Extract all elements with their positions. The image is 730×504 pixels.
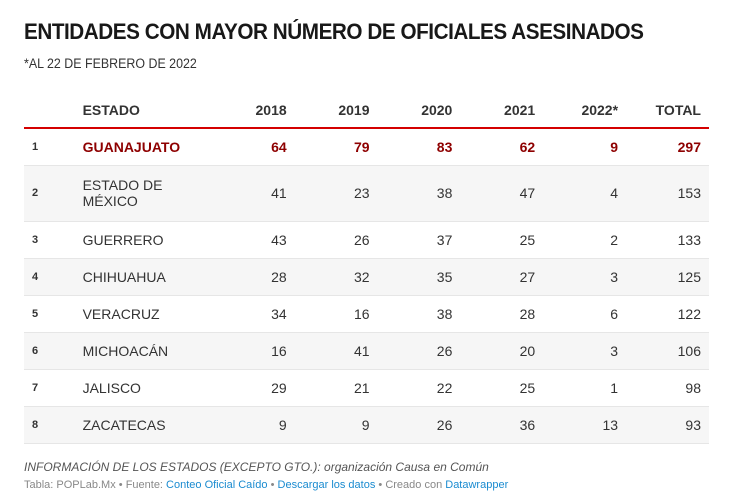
cell-y2022: 3: [535, 258, 619, 296]
cell-y2021: 25: [452, 369, 536, 407]
source-link[interactable]: Conteo Oficial Caído: [166, 479, 268, 491]
footer-source-label: Fuente:: [125, 479, 167, 491]
data-table: ESTADO 2018 2019 2020 2021 2022* TOTAL 1…: [24, 92, 709, 444]
cell-estado: GUANAJUATO: [82, 128, 204, 166]
cell-total: 122: [618, 295, 709, 333]
cell-estado: CHIHUAHUA: [82, 258, 204, 296]
table-row: 3 GUERRERO 43 26 37 25 2 133: [24, 221, 709, 259]
chart-subtitle: *AL 22 DE FEBRERO DE 2022: [24, 56, 197, 71]
cell-y2019: 79: [286, 128, 370, 166]
cell-y2021: 47: [452, 165, 536, 222]
cell-estado: GUERRERO: [82, 221, 204, 259]
datawrapper-link[interactable]: Datawrapper: [445, 479, 509, 491]
cell-y2020: 38: [369, 295, 453, 333]
cell-y2018: 16: [203, 332, 287, 370]
column-header-2021[interactable]: 2021: [452, 92, 536, 129]
cell-y2021: 36: [452, 406, 536, 444]
footer-separator: •: [375, 479, 386, 491]
column-header-rank[interactable]: [24, 92, 83, 129]
cell-y2022: 13: [535, 406, 619, 444]
cell-y2021: 20: [452, 332, 536, 370]
table-row: 4 CHIHUAHUA 28 32 35 27 3 125: [24, 258, 709, 296]
cell-y2022: 9: [535, 128, 619, 166]
cell-y2021: 25: [452, 221, 536, 259]
cell-y2022: 4: [535, 165, 619, 222]
cell-estado: MICHOACÁN: [82, 332, 204, 370]
cell-y2020: 26: [369, 406, 453, 444]
footer-created-label: Creado con: [385, 479, 446, 491]
cell-rank: 3: [24, 221, 83, 259]
cell-total: 133: [618, 221, 709, 259]
cell-estado: VERACRUZ: [82, 295, 204, 333]
chart-title: ENTIDADES CON MAYOR NÚMERO DE OFICIALES …: [24, 19, 644, 44]
cell-rank: 8: [24, 406, 83, 444]
cell-y2020: 22: [369, 369, 453, 407]
footer-separator: •: [267, 479, 278, 491]
header-row: ESTADO 2018 2019 2020 2021 2022* TOTAL: [24, 92, 709, 129]
cell-y2019: 23: [286, 165, 370, 222]
footer-separator: •: [115, 479, 126, 491]
cell-y2022: 2: [535, 221, 619, 259]
table-row: 1 GUANAJUATO 64 79 83 62 9 297: [24, 128, 709, 166]
table-row: 6 MICHOACÁN 16 41 26 20 3 106: [24, 332, 709, 370]
cell-y2019: 32: [286, 258, 370, 296]
cell-y2020: 37: [369, 221, 453, 259]
cell-y2020: 35: [369, 258, 453, 296]
cell-total: 125: [618, 258, 709, 296]
cell-total: 93: [618, 406, 709, 444]
cell-y2018: 34: [203, 295, 287, 333]
cell-y2019: 26: [286, 221, 370, 259]
cell-y2020: 83: [369, 128, 453, 166]
cell-rank: 6: [24, 332, 83, 370]
cell-y2018: 64: [203, 128, 287, 166]
column-header-2018[interactable]: 2018: [203, 92, 287, 129]
cell-y2019: 21: [286, 369, 370, 407]
footer-table-credit: Tabla: POPLab.Mx: [24, 479, 116, 491]
cell-y2020: 26: [369, 332, 453, 370]
column-header-2019[interactable]: 2019: [286, 92, 370, 129]
cell-total: 106: [618, 332, 709, 370]
cell-y2022: 1: [535, 369, 619, 407]
cell-y2020: 38: [369, 165, 453, 222]
column-header-total[interactable]: TOTAL: [618, 92, 709, 129]
notes: INFORMACIÓN DE LOS ESTADOS (EXCEPTO GTO.…: [24, 460, 489, 474]
cell-y2019: 16: [286, 295, 370, 333]
column-header-2020[interactable]: 2020: [369, 92, 453, 129]
table-row: 8 ZACATECAS 9 9 26 36 13 93: [24, 406, 709, 444]
cell-y2021: 28: [452, 295, 536, 333]
table-row: 5 VERACRUZ 34 16 38 28 6 122: [24, 295, 709, 333]
download-data-link[interactable]: Descargar los datos: [277, 479, 376, 491]
cell-rank: 7: [24, 369, 83, 407]
cell-total: 297: [618, 128, 709, 166]
cell-y2018: 28: [203, 258, 287, 296]
cell-y2019: 9: [286, 406, 370, 444]
cell-y2018: 41: [203, 165, 287, 222]
cell-y2022: 3: [535, 332, 619, 370]
cell-y2022: 6: [535, 295, 619, 333]
cell-estado: ESTADO DE MÉXICO: [82, 165, 204, 222]
cell-estado: ZACATECAS: [82, 406, 204, 444]
cell-total: 153: [618, 165, 709, 222]
cell-rank: 5: [24, 295, 83, 333]
cell-y2018: 29: [203, 369, 287, 407]
column-header-2022[interactable]: 2022*: [535, 92, 619, 129]
cell-estado: JALISCO: [82, 369, 204, 407]
cell-rank: 2: [24, 165, 83, 222]
footer: Tabla: POPLab.Mx • Fuente: Conteo Oficia…: [24, 479, 508, 491]
table-row: 7 JALISCO 29 21 22 25 1 98: [24, 369, 709, 407]
cell-y2021: 62: [452, 128, 536, 166]
cell-y2019: 41: [286, 332, 370, 370]
cell-y2018: 43: [203, 221, 287, 259]
cell-y2018: 9: [203, 406, 287, 444]
table-row: 2 ESTADO DE MÉXICO 41 23 38 47 4 153: [24, 165, 709, 222]
cell-rank: 4: [24, 258, 83, 296]
column-header-estado[interactable]: ESTADO: [82, 92, 204, 129]
cell-y2021: 27: [452, 258, 536, 296]
cell-total: 98: [618, 369, 709, 407]
cell-rank: 1: [24, 128, 83, 166]
